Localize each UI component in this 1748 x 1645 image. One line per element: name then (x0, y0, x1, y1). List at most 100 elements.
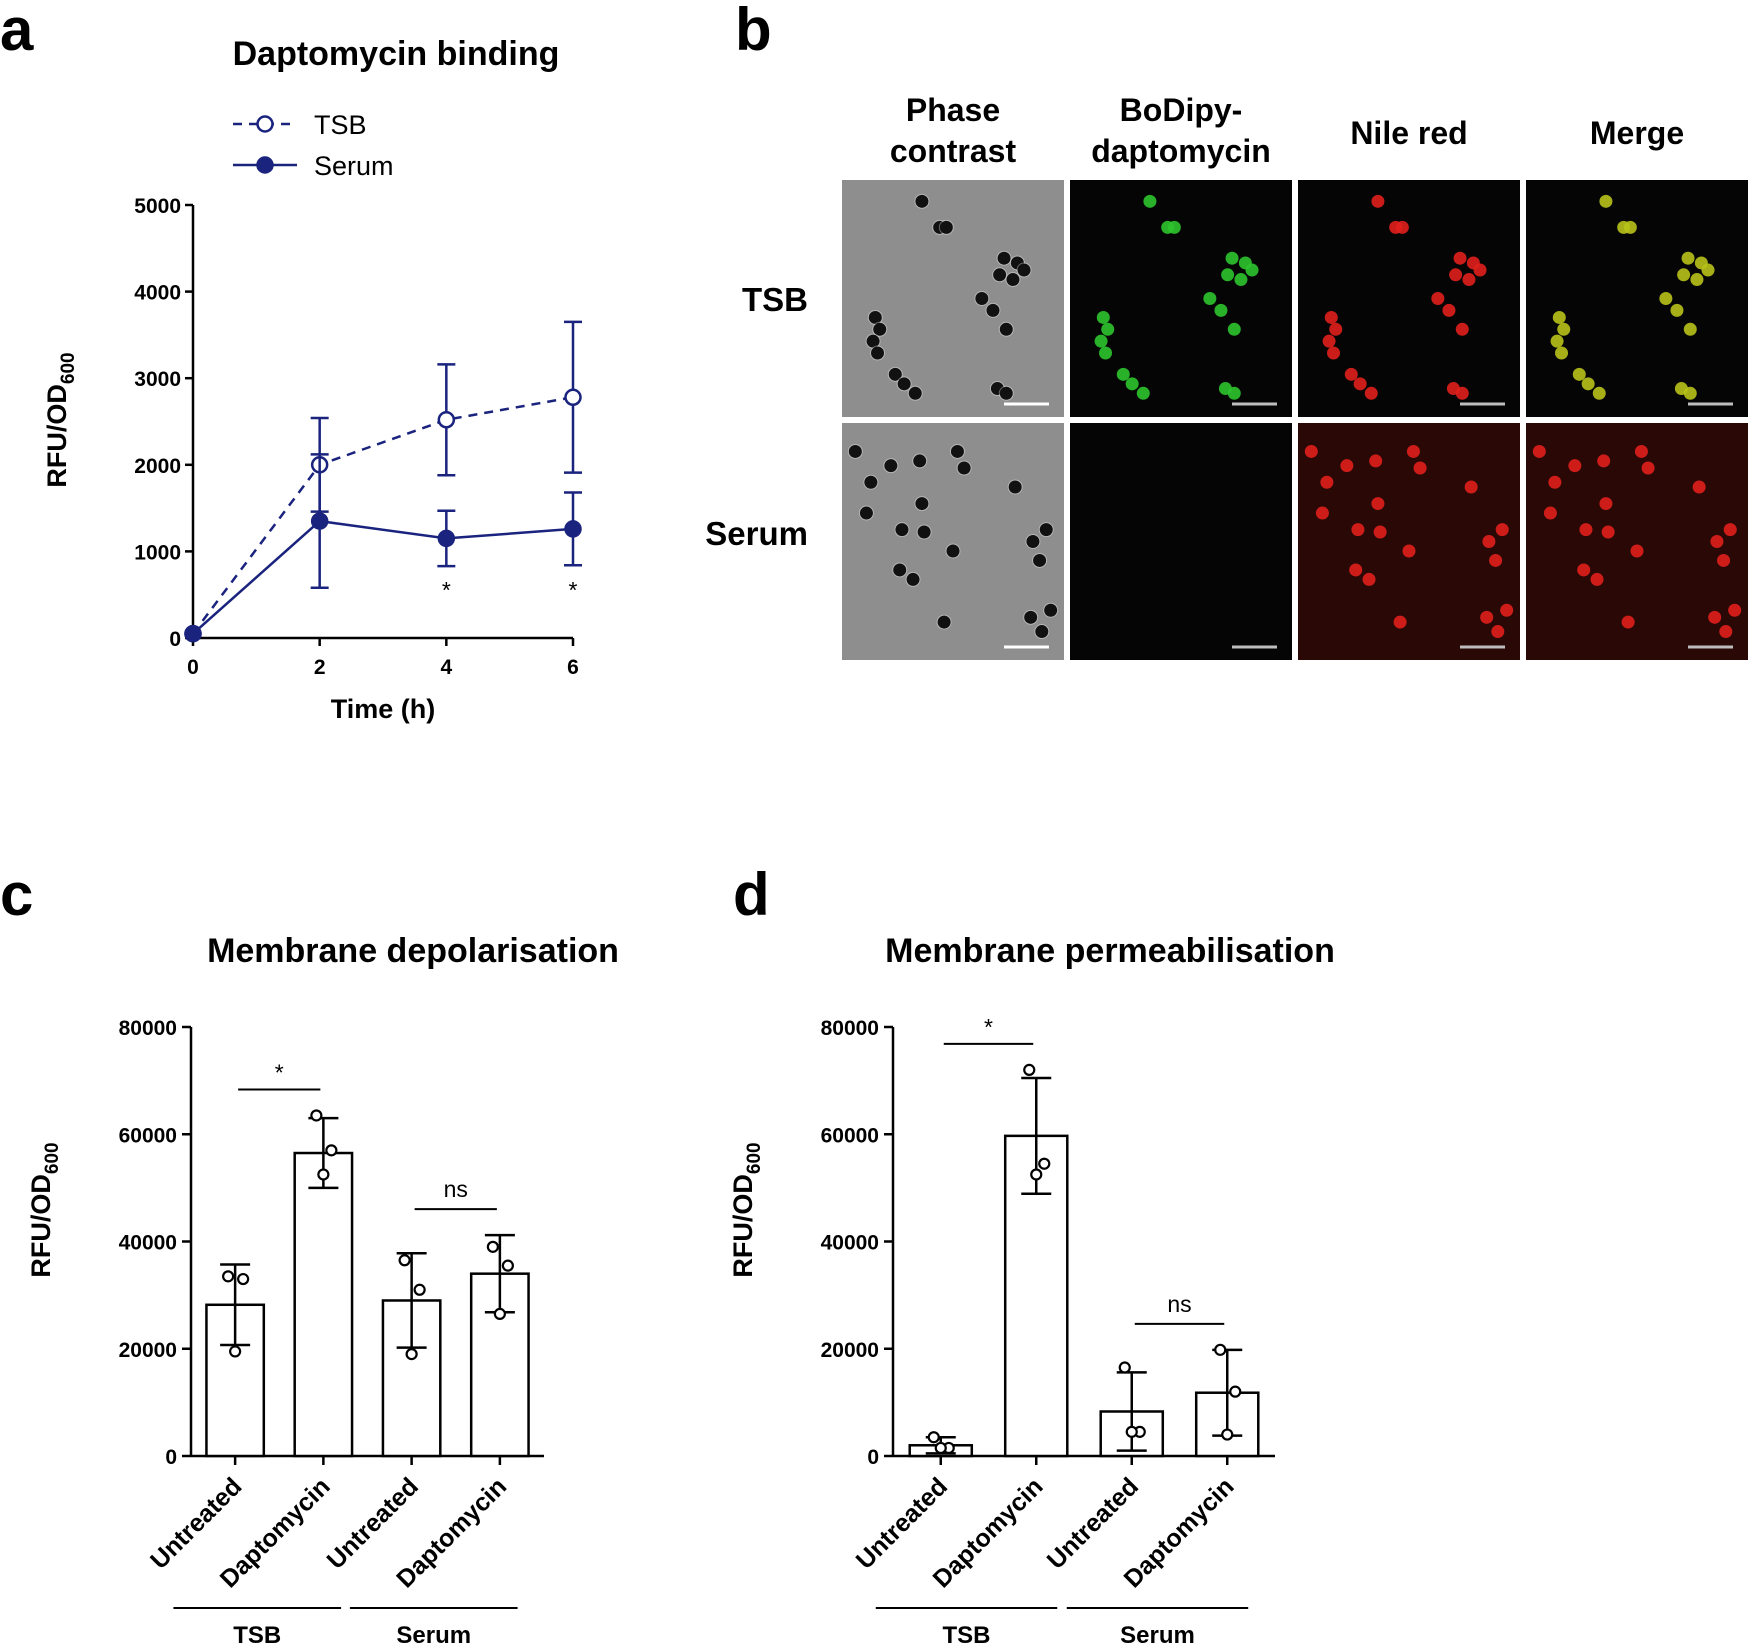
cell (897, 377, 911, 391)
y-tick-label: 60000 (821, 1124, 879, 1147)
cell (1543, 506, 1557, 520)
cell (1491, 625, 1505, 639)
cell (908, 386, 922, 400)
y-axis-label-main: RFU/OD (728, 1174, 758, 1278)
cell (1315, 506, 1329, 520)
series-serum-point (310, 512, 329, 530)
cell (913, 454, 927, 468)
cell (1601, 525, 1615, 539)
micrograph-background (842, 180, 1064, 417)
cell (999, 386, 1013, 400)
data-point (1221, 1428, 1234, 1441)
cell (1577, 563, 1591, 577)
micrograph-background (1070, 180, 1292, 417)
cell (1094, 334, 1108, 348)
cell (906, 572, 920, 586)
micrograph-tsb-4 (1526, 180, 1748, 417)
cell (1373, 525, 1387, 539)
cell (1708, 610, 1722, 624)
cell (1442, 303, 1456, 317)
cell (917, 525, 931, 539)
cell (1455, 386, 1469, 400)
cell (1234, 273, 1248, 287)
cell (1659, 292, 1673, 305)
group-label: TSB (943, 1622, 991, 1645)
x-tick-label: 2 (314, 656, 326, 679)
x-tick-label: Untreated (1042, 1472, 1144, 1574)
significance-star: * (442, 577, 451, 603)
data-point (1030, 1168, 1043, 1181)
cell (1116, 367, 1130, 381)
group-label: Serum (1120, 1622, 1195, 1645)
data-point (413, 1283, 426, 1296)
series-serum (184, 453, 582, 643)
cell (1371, 194, 1385, 208)
cell (1630, 544, 1644, 558)
cell (1413, 461, 1427, 475)
cell (1431, 292, 1445, 305)
cell (975, 292, 989, 305)
cell (1623, 220, 1637, 234)
y-axis-label-sub: 600 (744, 1142, 765, 1174)
cell (1581, 377, 1595, 391)
legend-marker (256, 156, 274, 174)
series-serum-point (564, 520, 582, 538)
cell (1322, 334, 1336, 348)
micrograph-background (1298, 180, 1520, 417)
micrograph-serum-2 (1070, 423, 1292, 660)
row-header: TSB (742, 281, 808, 318)
data-point (501, 1259, 514, 1272)
data-point (1125, 1425, 1138, 1438)
y-tick-label: 60000 (119, 1124, 177, 1147)
y-axis-label: RFU/OD600 (26, 1142, 63, 1277)
data-point (934, 1441, 947, 1455)
cell (1353, 377, 1367, 391)
cell (868, 310, 882, 324)
column-header: BoDipy-daptomycin (1091, 92, 1271, 169)
y-tick-label: 0 (165, 1446, 177, 1469)
cell (893, 563, 907, 577)
cell (1717, 553, 1731, 567)
significance-label: * (275, 1059, 284, 1085)
cell (1364, 386, 1378, 400)
micrograph-serum-3 (1298, 423, 1520, 660)
cell (986, 303, 1000, 317)
column-header-line: BoDipy- (1120, 92, 1243, 128)
micrograph-background (1070, 423, 1292, 660)
column-header-line: Nile red (1350, 115, 1467, 151)
micrograph-tsb-3 (1298, 180, 1520, 417)
cell (1579, 523, 1593, 537)
data-point (1214, 1343, 1227, 1356)
micrograph-serum-4 (1526, 423, 1748, 660)
x-axis-label: Time (h) (331, 694, 436, 724)
cell (1464, 480, 1478, 494)
chart-title: Daptomycin binding (233, 35, 560, 73)
cell (946, 544, 960, 558)
micrograph-tsb-1 (842, 180, 1064, 417)
series-serum-point (184, 624, 202, 643)
y-tick-label: 2000 (134, 455, 181, 478)
cell (1395, 220, 1409, 234)
cell (939, 220, 953, 234)
y-tick-label: 1000 (134, 541, 181, 564)
cell (1500, 603, 1514, 617)
y-tick-label: 4000 (134, 282, 181, 305)
legend-label: TSB (314, 110, 367, 140)
cell (1473, 263, 1487, 277)
y-tick-label: 20000 (119, 1339, 177, 1362)
cell (895, 523, 909, 537)
line-chart-daptomycin-binding: Daptomycin binding TSB Serum 0 1000 2000 300… (42, 35, 582, 724)
group-label: Serum (396, 1622, 471, 1645)
data-point (222, 1270, 235, 1283)
bar-chart-membrane-permeabilisation: Membrane permeabilisation RFU/OD600 0 200… (728, 932, 1335, 1645)
panel-letter-d: d (733, 861, 770, 928)
cell (1677, 268, 1691, 282)
cell (993, 268, 1007, 282)
cell (1227, 322, 1241, 336)
panel-letter-a: a (0, 0, 34, 63)
microscopy-grid: Phase contrast BoDipy-daptomycin Nile red Me… (705, 92, 1748, 660)
cell (888, 367, 902, 381)
cell (1006, 273, 1020, 287)
chart-title: Membrane depolarisation (207, 932, 619, 970)
cell (1406, 444, 1420, 458)
